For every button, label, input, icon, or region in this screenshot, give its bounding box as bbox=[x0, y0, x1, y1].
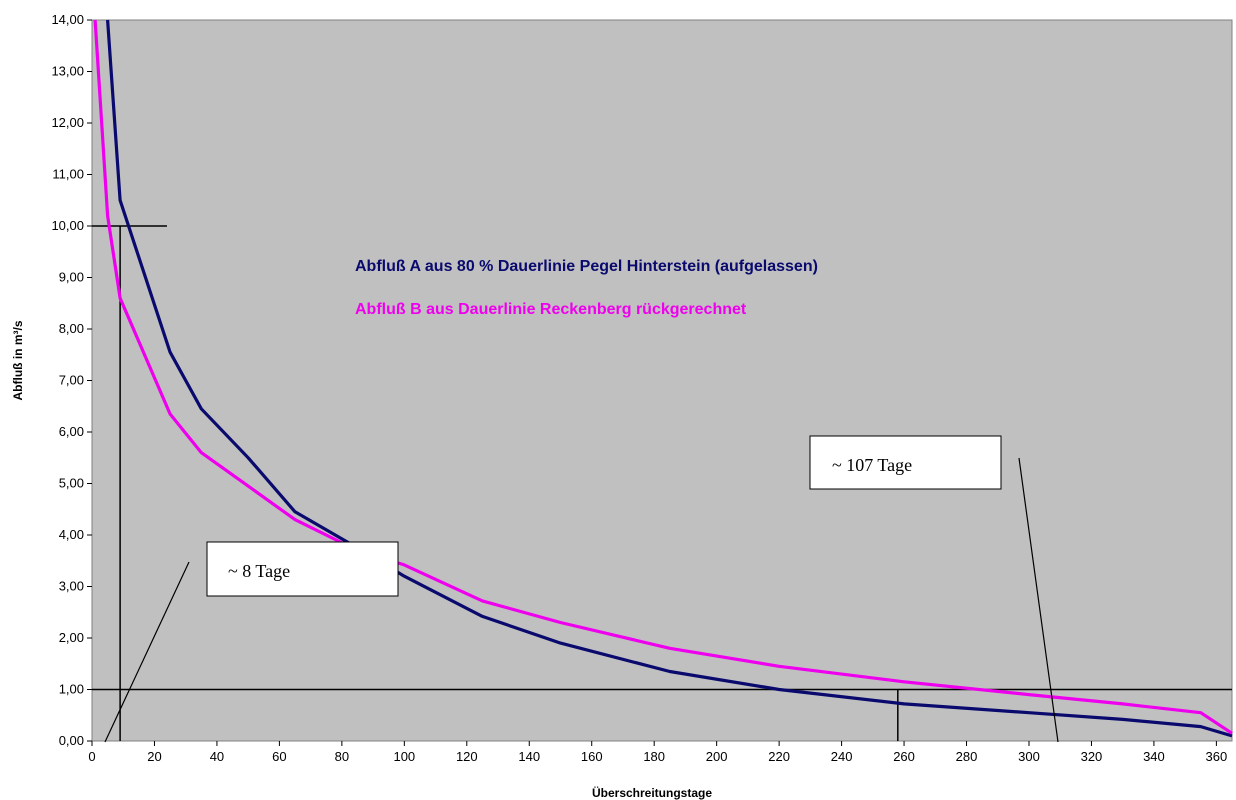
series-line-a bbox=[106, 19, 1233, 738]
x-tick-label: 340 bbox=[1143, 749, 1165, 764]
callout-8-days: ~ 8 Tage bbox=[206, 541, 399, 597]
y-axis-title: Abfluß in m³/s bbox=[11, 320, 25, 400]
y-tick-label: 8,00 bbox=[59, 321, 84, 336]
callout-pointer-107-days bbox=[1018, 457, 1059, 743]
y-tick-label: 14,00 bbox=[51, 12, 84, 27]
x-tick-label: 140 bbox=[518, 749, 540, 764]
y-tick-label: 7,00 bbox=[59, 373, 84, 388]
x-tick-label: 320 bbox=[1081, 749, 1103, 764]
callout-box-8-days bbox=[206, 541, 399, 597]
x-tick-label: 0 bbox=[88, 749, 95, 764]
x-tick-label: 300 bbox=[1018, 749, 1040, 764]
x-tick-label: 40 bbox=[210, 749, 224, 764]
x-tick-label: 100 bbox=[393, 749, 415, 764]
y-axis-ticks: 0,00 1,00 2,00 3,00 4,00 5,00 6,00 7,00 8,00 9,00… bbox=[51, 12, 92, 748]
y-tick-label: 13,00 bbox=[51, 64, 84, 79]
reference-lines bbox=[92, 225, 1232, 741]
y-tick-label: 3,00 bbox=[59, 579, 84, 594]
series-group bbox=[93, 19, 1233, 738]
callout-pointer-8-days bbox=[104, 561, 190, 743]
y-tick-label: 1,00 bbox=[59, 682, 84, 697]
y-tick-label: 0,00 bbox=[59, 733, 84, 748]
y-tick-label: 4,00 bbox=[59, 527, 84, 542]
x-tick-label: 160 bbox=[581, 749, 603, 764]
y-tick-label: 6,00 bbox=[59, 424, 84, 439]
y-tick-label: 9,00 bbox=[59, 270, 84, 285]
y-tick-label: 12,00 bbox=[51, 115, 84, 130]
callout-107-days: ~ 107 Tage bbox=[809, 435, 1002, 490]
legend-series-b: Abfluß B aus Dauerlinie Reckenberg rückg… bbox=[355, 301, 747, 318]
x-tick-label: 280 bbox=[956, 749, 978, 764]
x-tick-label: 80 bbox=[335, 749, 349, 764]
callout-label-8-days: ~ 8 Tage bbox=[228, 561, 290, 581]
x-tick-label: 240 bbox=[831, 749, 853, 764]
x-tick-label: 120 bbox=[456, 749, 478, 764]
callout-box-107-days bbox=[809, 435, 1002, 490]
x-tick-label: 180 bbox=[643, 749, 665, 764]
x-axis-ticks: 0 20 40 60 80 100 120 140 160 180 200 220 240 260 280 3… bbox=[88, 741, 1227, 764]
x-tick-label: 260 bbox=[893, 749, 915, 764]
y-tick-label: 11,00 bbox=[52, 167, 84, 182]
x-tick-label: 360 bbox=[1206, 749, 1228, 764]
series-line-b bbox=[93, 19, 1233, 735]
callout-label-107-days: ~ 107 Tage bbox=[832, 455, 912, 475]
x-tick-label: 220 bbox=[768, 749, 790, 764]
legend-series-a: Abfluß A aus 80 % Dauerlinie Pegel Hinte… bbox=[355, 258, 818, 275]
plot-area bbox=[91, 19, 1233, 742]
x-tick-label: 20 bbox=[147, 749, 161, 764]
x-tick-label: 200 bbox=[706, 749, 728, 764]
y-tick-label: 2,00 bbox=[59, 630, 84, 645]
x-axis-title: Überschreitungstage bbox=[592, 785, 712, 800]
x-tick-label: 60 bbox=[272, 749, 286, 764]
y-tick-label: 10,00 bbox=[51, 218, 84, 233]
y-tick-label: 5,00 bbox=[59, 476, 84, 491]
